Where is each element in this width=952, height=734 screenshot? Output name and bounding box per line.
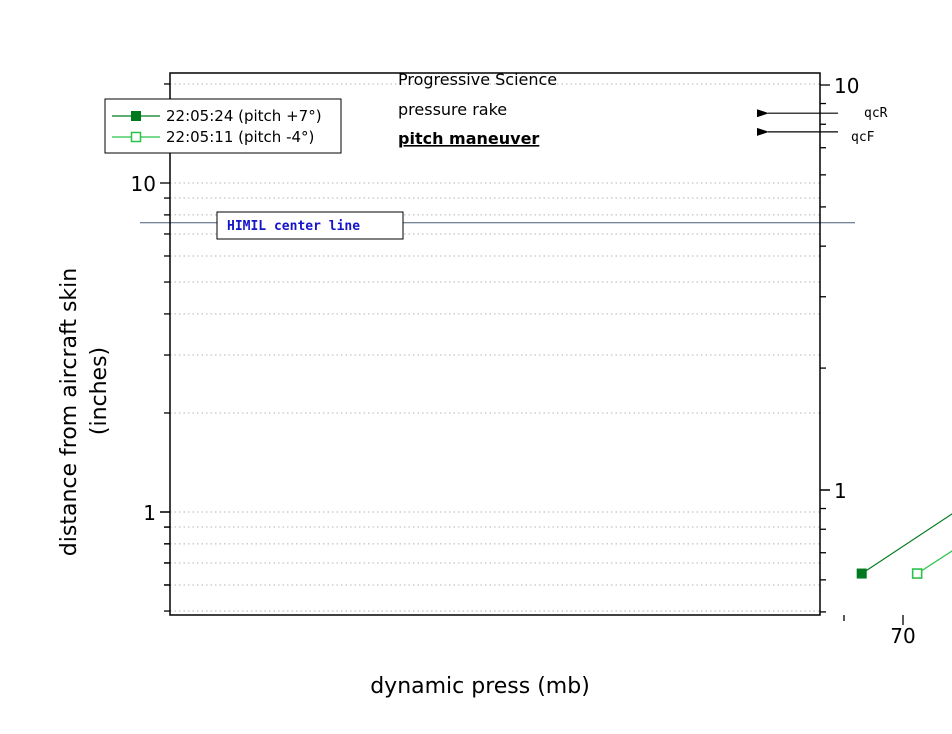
legend-box xyxy=(104,98,342,154)
y-tick-label-right: 1 xyxy=(834,479,847,503)
legend-label-series-1: 22:05:24 (pitch +7°) xyxy=(166,107,322,125)
plot-frame xyxy=(169,72,821,616)
title-line-1: Progressive Science xyxy=(398,70,557,89)
x-axis-title: dynamic press (mb) xyxy=(370,674,590,699)
series-group xyxy=(856,513,952,579)
axes: 708090100110120110110 xyxy=(131,74,916,648)
series-1-line xyxy=(861,513,952,575)
series-2-point xyxy=(911,568,923,579)
legend-marker-series-1 xyxy=(131,111,141,121)
grid-lines xyxy=(170,83,820,612)
series-1-point xyxy=(856,568,867,579)
annotation-group: qcR qcF xyxy=(757,106,888,145)
y-tick-label-left: 10 xyxy=(131,172,156,196)
legend-label-series-2: 22:05:11 (pitch -4°) xyxy=(166,128,314,146)
himil-label: HIMIL center line xyxy=(227,219,360,234)
annotation-label-qcf: qcF xyxy=(851,130,875,145)
annotation-label-qcr: qcR xyxy=(864,106,888,121)
legend-marker-series-2 xyxy=(130,131,142,143)
legend: 22:05:24 (pitch +7°) 22:05:11 (pitch -4°… xyxy=(104,98,342,154)
y-axis-title-line-1: distance from aircraft skin xyxy=(57,268,82,556)
title-line-2: pressure rake xyxy=(398,100,507,119)
himil-center-line: HIMIL center line xyxy=(140,211,855,240)
title-line-3: pitch maneuver xyxy=(398,129,539,148)
y-tick-label-left: 1 xyxy=(143,501,156,525)
y-axis-title-line-2: (inches) xyxy=(87,347,112,435)
y-tick-label-right: 10 xyxy=(834,74,859,98)
himil-label-box xyxy=(216,211,404,240)
x-tick-label: 70 xyxy=(890,624,915,648)
series-2-line xyxy=(916,550,952,575)
